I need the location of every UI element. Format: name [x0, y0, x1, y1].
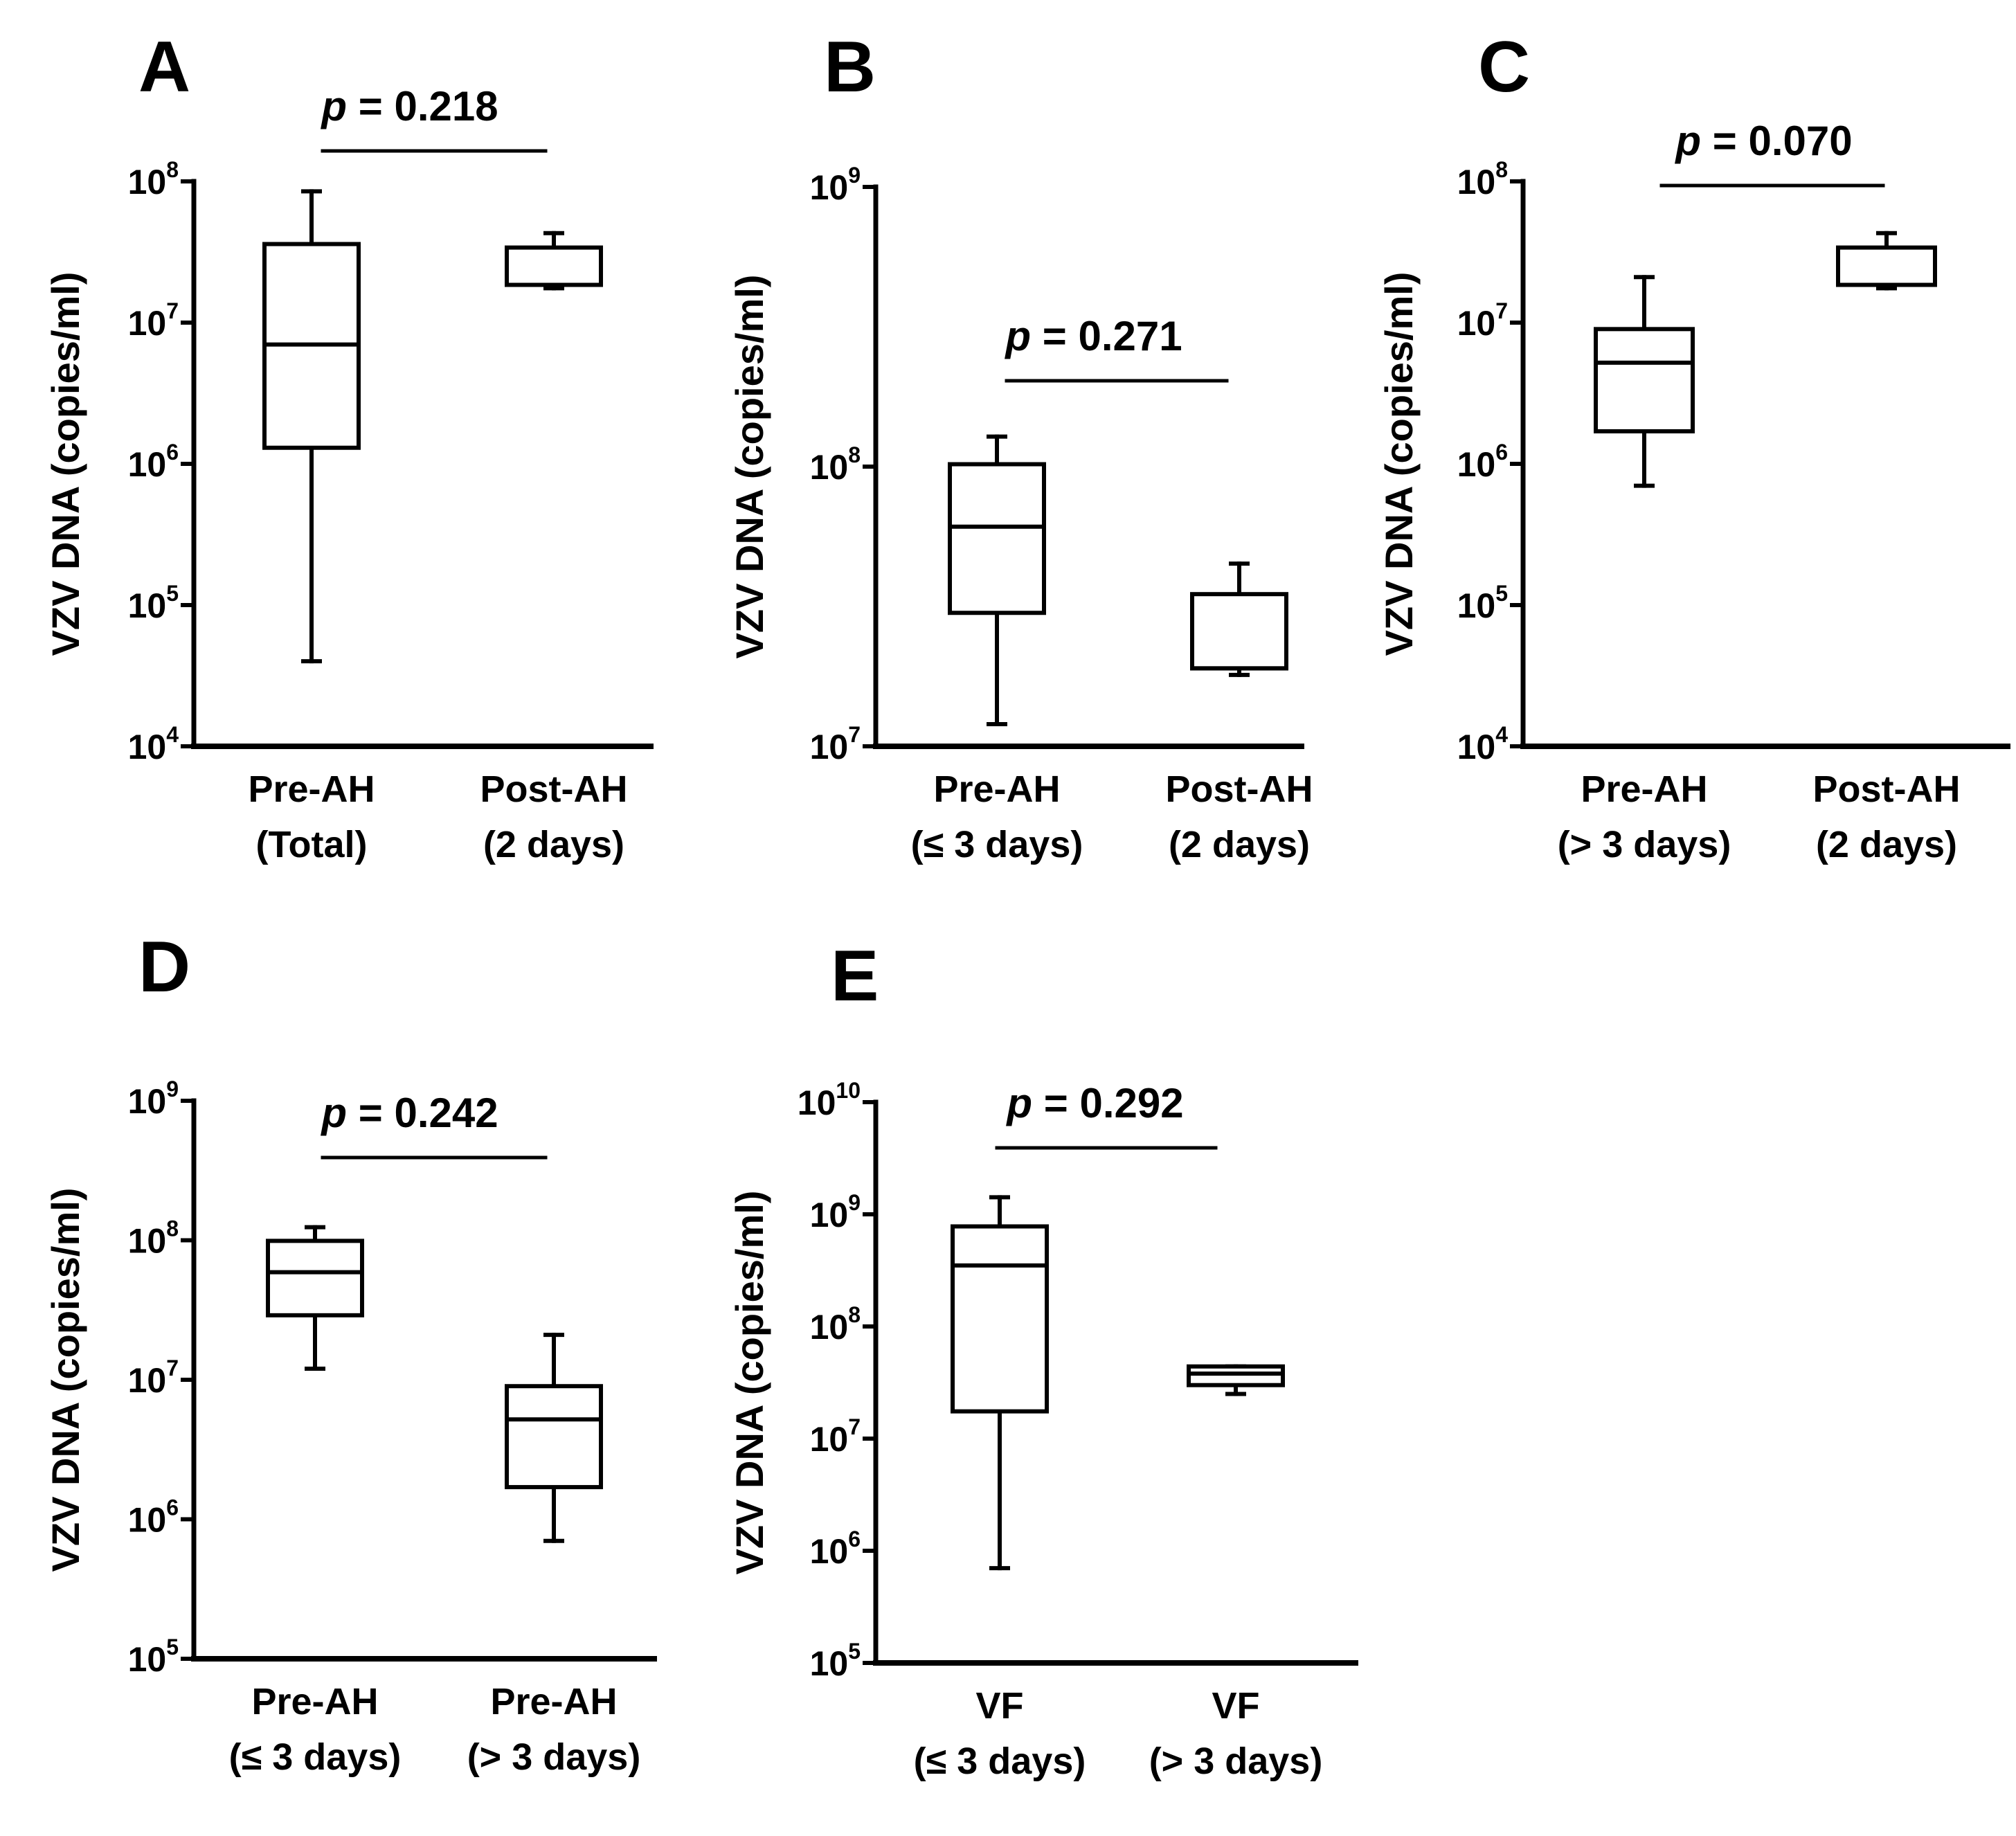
panel-c-category-1-line1: Pre-AH	[1581, 768, 1707, 810]
panel-a-category-1-line1: Pre-AH	[248, 768, 375, 810]
panel-d-category-1-line2: (≤ 3 days)	[229, 1736, 402, 1778]
panel-c-ytick-label-8: 108	[1457, 157, 1508, 201]
panel-c-ytick-label-7: 107	[1457, 298, 1508, 343]
panel-b-category-1-line2: (≤ 3 days)	[911, 824, 1083, 865]
panel-e-p-value: p = 0.292	[1005, 1080, 1183, 1126]
panel-a-category-2-line2: (2 days)	[483, 824, 624, 865]
panel-d-category-2-line1: Pre-AH	[490, 1681, 617, 1722]
panel-e-ytick-label-9: 109	[810, 1190, 861, 1234]
panel-c-p-value: p = 0.070	[1674, 118, 1852, 164]
panel-c-ytick-label-4: 104	[1457, 722, 1509, 766]
panel-e-box-1-iqr	[951, 1224, 1049, 1414]
panel-b-category-1-line1: Pre-AH	[933, 768, 1060, 810]
panel-a-ytick-label-5: 105	[128, 581, 179, 625]
panel-b-ytick-label-7: 107	[810, 722, 861, 766]
panel-d-y-axis-label: VZV DNA (copies/ml)	[44, 1188, 87, 1572]
panel-e-ytick-label-8: 108	[810, 1302, 861, 1347]
panel-e-ytick-label-10: 1010	[798, 1078, 861, 1122]
panel-e-letter: E	[831, 936, 879, 1016]
panel-a-p-value: p = 0.218	[320, 83, 498, 129]
panel-e-y-axis-label: VZV DNA (copies/ml)	[728, 1191, 771, 1575]
panel-e-ytick-label-7: 107	[810, 1414, 861, 1459]
panel-b-category-2-line1: Post-AH	[1166, 768, 1313, 810]
panel-c-ytick-label-6: 106	[1457, 440, 1508, 484]
panel-b-category-2-line2: (2 days)	[1169, 824, 1310, 865]
panel-a-category-2-line1: Post-AH	[480, 768, 628, 810]
panel-b-box-1-iqr	[948, 462, 1046, 615]
panel-b-y-axis-label: VZV DNA (copies/ml)	[728, 275, 771, 659]
panel-b-letter: B	[824, 27, 876, 107]
panel-a-ytick-label-7: 107	[128, 298, 179, 343]
panel-a-box-2-iqr	[505, 245, 603, 287]
panel-a-ytick-label-6: 106	[128, 440, 179, 484]
panel-b-box-2-iqr	[1190, 592, 1288, 671]
panel-d-ytick-label-8: 108	[128, 1216, 179, 1261]
panel-c-category-1-line2: (> 3 days)	[1558, 824, 1731, 865]
panel-a-category-1-line2: (Total)	[256, 824, 368, 865]
panel-d-category-1-line1: Pre-AH	[251, 1681, 378, 1722]
panel-e-category-2-line1: VF	[1212, 1685, 1259, 1727]
panel-a-letter: A	[138, 27, 190, 107]
panel-a-ytick-label-4: 104	[128, 722, 179, 766]
panel-d-category-2-line2: (> 3 days)	[467, 1736, 641, 1778]
panel-d-box-2-iqr	[505, 1384, 603, 1490]
panel-c-ytick-label-5: 105	[1457, 581, 1508, 625]
panel-d-ytick-label-5: 105	[128, 1635, 179, 1679]
panel-c-category-2-line2: (2 days)	[1816, 824, 1957, 865]
panel-e-box-2-iqr	[1187, 1364, 1285, 1387]
panel-b-ytick-label-8: 108	[810, 442, 861, 487]
panel-e-ytick-label-5: 105	[810, 1639, 861, 1683]
panel-c-box-1-iqr	[1594, 327, 1695, 433]
panel-a-ytick-label-8: 108	[128, 157, 179, 201]
panel-d-ytick-label-6: 106	[128, 1495, 179, 1540]
panel-d-p-value: p = 0.242	[320, 1090, 498, 1136]
panel-d-ytick-label-9: 109	[128, 1077, 179, 1121]
panel-d-box-1-iqr	[266, 1239, 364, 1317]
panel-c-y-axis-label: VZV DNA (copies/ml)	[1377, 272, 1421, 656]
panel-c-letter: C	[1478, 27, 1530, 107]
panel-d-letter: D	[138, 927, 190, 1007]
panel-b-p-value: p = 0.271	[1004, 313, 1182, 359]
panel-e-category-1-line1: VF	[975, 1685, 1023, 1727]
panel-c-box-2-iqr	[1836, 245, 1937, 287]
panel-e-category-1-line2: (≤ 3 days)	[914, 1740, 1086, 1782]
panel-e-ytick-label-6: 106	[810, 1527, 861, 1571]
panel-b-ytick-label-9: 109	[810, 163, 861, 207]
panel-d-ytick-label-7: 107	[128, 1356, 179, 1400]
panel-c-category-2-line1: Post-AH	[1813, 768, 1961, 810]
panel-a-y-axis-label: VZV DNA (copies/ml)	[44, 272, 87, 656]
panel-e-category-2-line2: (> 3 days)	[1149, 1740, 1323, 1782]
